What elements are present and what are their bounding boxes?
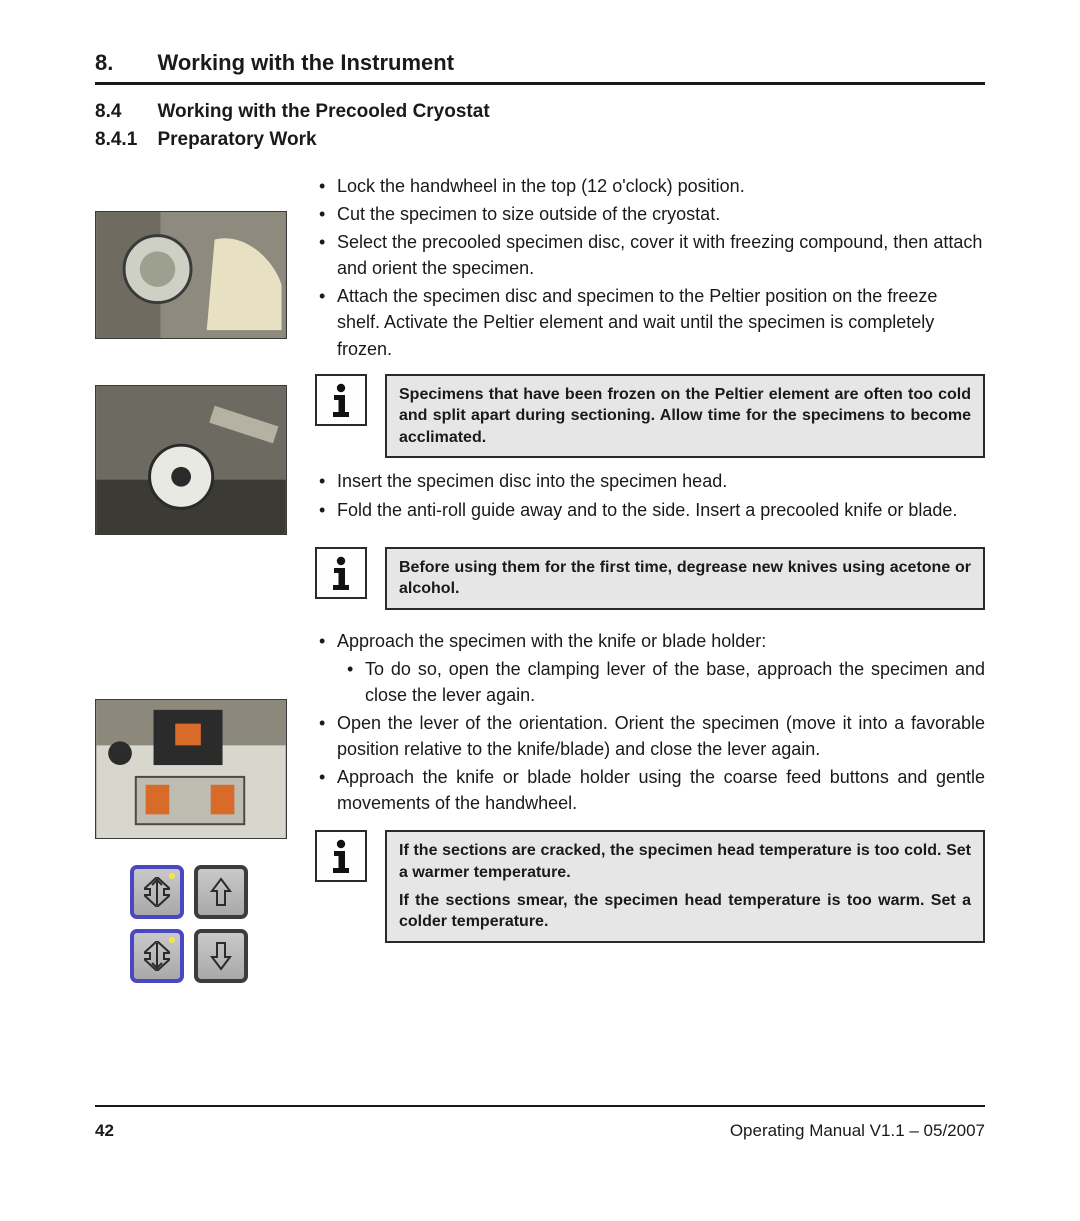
bullets-block-2: Insert the specimen disc into the specim…: [315, 468, 985, 522]
page-number: 42: [95, 1121, 114, 1141]
list-item: Approach the knife or blade holder using…: [315, 764, 985, 816]
feed-fast-up-button[interactable]: [130, 865, 184, 919]
info-icon: [315, 830, 367, 882]
figure-specimen-disc: [95, 211, 287, 339]
info-callout-2: Before using them for the first time, de…: [315, 547, 985, 610]
info-text-line: If the sections are cracked, the specime…: [399, 840, 971, 883]
list-item: Open the lever of the orientation. Orien…: [315, 710, 985, 762]
list-subitem: To do so, open the clamping lever of the…: [337, 656, 985, 708]
figure-knife-holder: [95, 699, 287, 839]
info-text: Specimens that have been frozen on the P…: [385, 374, 985, 459]
indicator-dot-icon: [169, 873, 175, 879]
list-item: Insert the specimen disc into the specim…: [315, 468, 985, 494]
list-item-text: Approach the specimen with the knife or …: [337, 631, 766, 651]
coarse-feed-buttons: [130, 865, 248, 983]
feed-fast-down-button[interactable]: [130, 929, 184, 983]
list-item: Cut the specimen to size outside of the …: [315, 201, 985, 227]
list-item: Attach the specimen disc and specimen to…: [315, 283, 985, 361]
feed-down-button[interactable]: [194, 929, 248, 983]
chapter-title: Working with the Instrument: [157, 50, 454, 75]
info-text: If the sections are cracked, the specime…: [385, 830, 985, 942]
chapter-header: 8. Working with the Instrument: [95, 50, 985, 85]
figure-freeze-shelf: [95, 385, 287, 535]
info-icon: [315, 374, 367, 426]
page-footer: 42 Operating Manual V1.1 – 05/2007: [95, 1105, 985, 1141]
section-title: Working with the Precooled Cryostat: [157, 101, 489, 122]
list-item: Lock the handwheel in the top (12 o'cloc…: [315, 173, 985, 199]
info-text: Before using them for the first time, de…: [385, 547, 985, 610]
section-heading: 8.4 Working with the Precooled Cryostat: [95, 101, 985, 123]
info-callout-3: If the sections are cracked, the specime…: [315, 830, 985, 942]
footer-label: Operating Manual V1.1 – 05/2007: [730, 1121, 985, 1141]
bullets-block-1: Lock the handwheel in the top (12 o'cloc…: [315, 173, 985, 362]
list-item: Approach the specimen with the knife or …: [315, 628, 985, 708]
content-area: Lock the handwheel in the top (12 o'cloc…: [95, 173, 985, 943]
chapter-number: 8.: [95, 50, 153, 76]
list-item: Select the precooled specimen disc, cove…: [315, 229, 985, 281]
bullets-block-3: Approach the specimen with the knife or …: [315, 628, 985, 817]
list-item: Fold the anti-roll guide away and to the…: [315, 497, 985, 523]
subsection-title: Preparatory Work: [157, 129, 316, 150]
section-number: 8.4: [95, 101, 153, 123]
subsection-heading: 8.4.1 Preparatory Work: [95, 129, 985, 151]
indicator-dot-icon: [169, 937, 175, 943]
subsection-number: 8.4.1: [95, 129, 153, 151]
info-text-line: If the sections smear, the specimen head…: [399, 890, 971, 933]
feed-up-button[interactable]: [194, 865, 248, 919]
info-callout-1: Specimens that have been frozen on the P…: [315, 374, 985, 459]
info-icon: [315, 547, 367, 599]
